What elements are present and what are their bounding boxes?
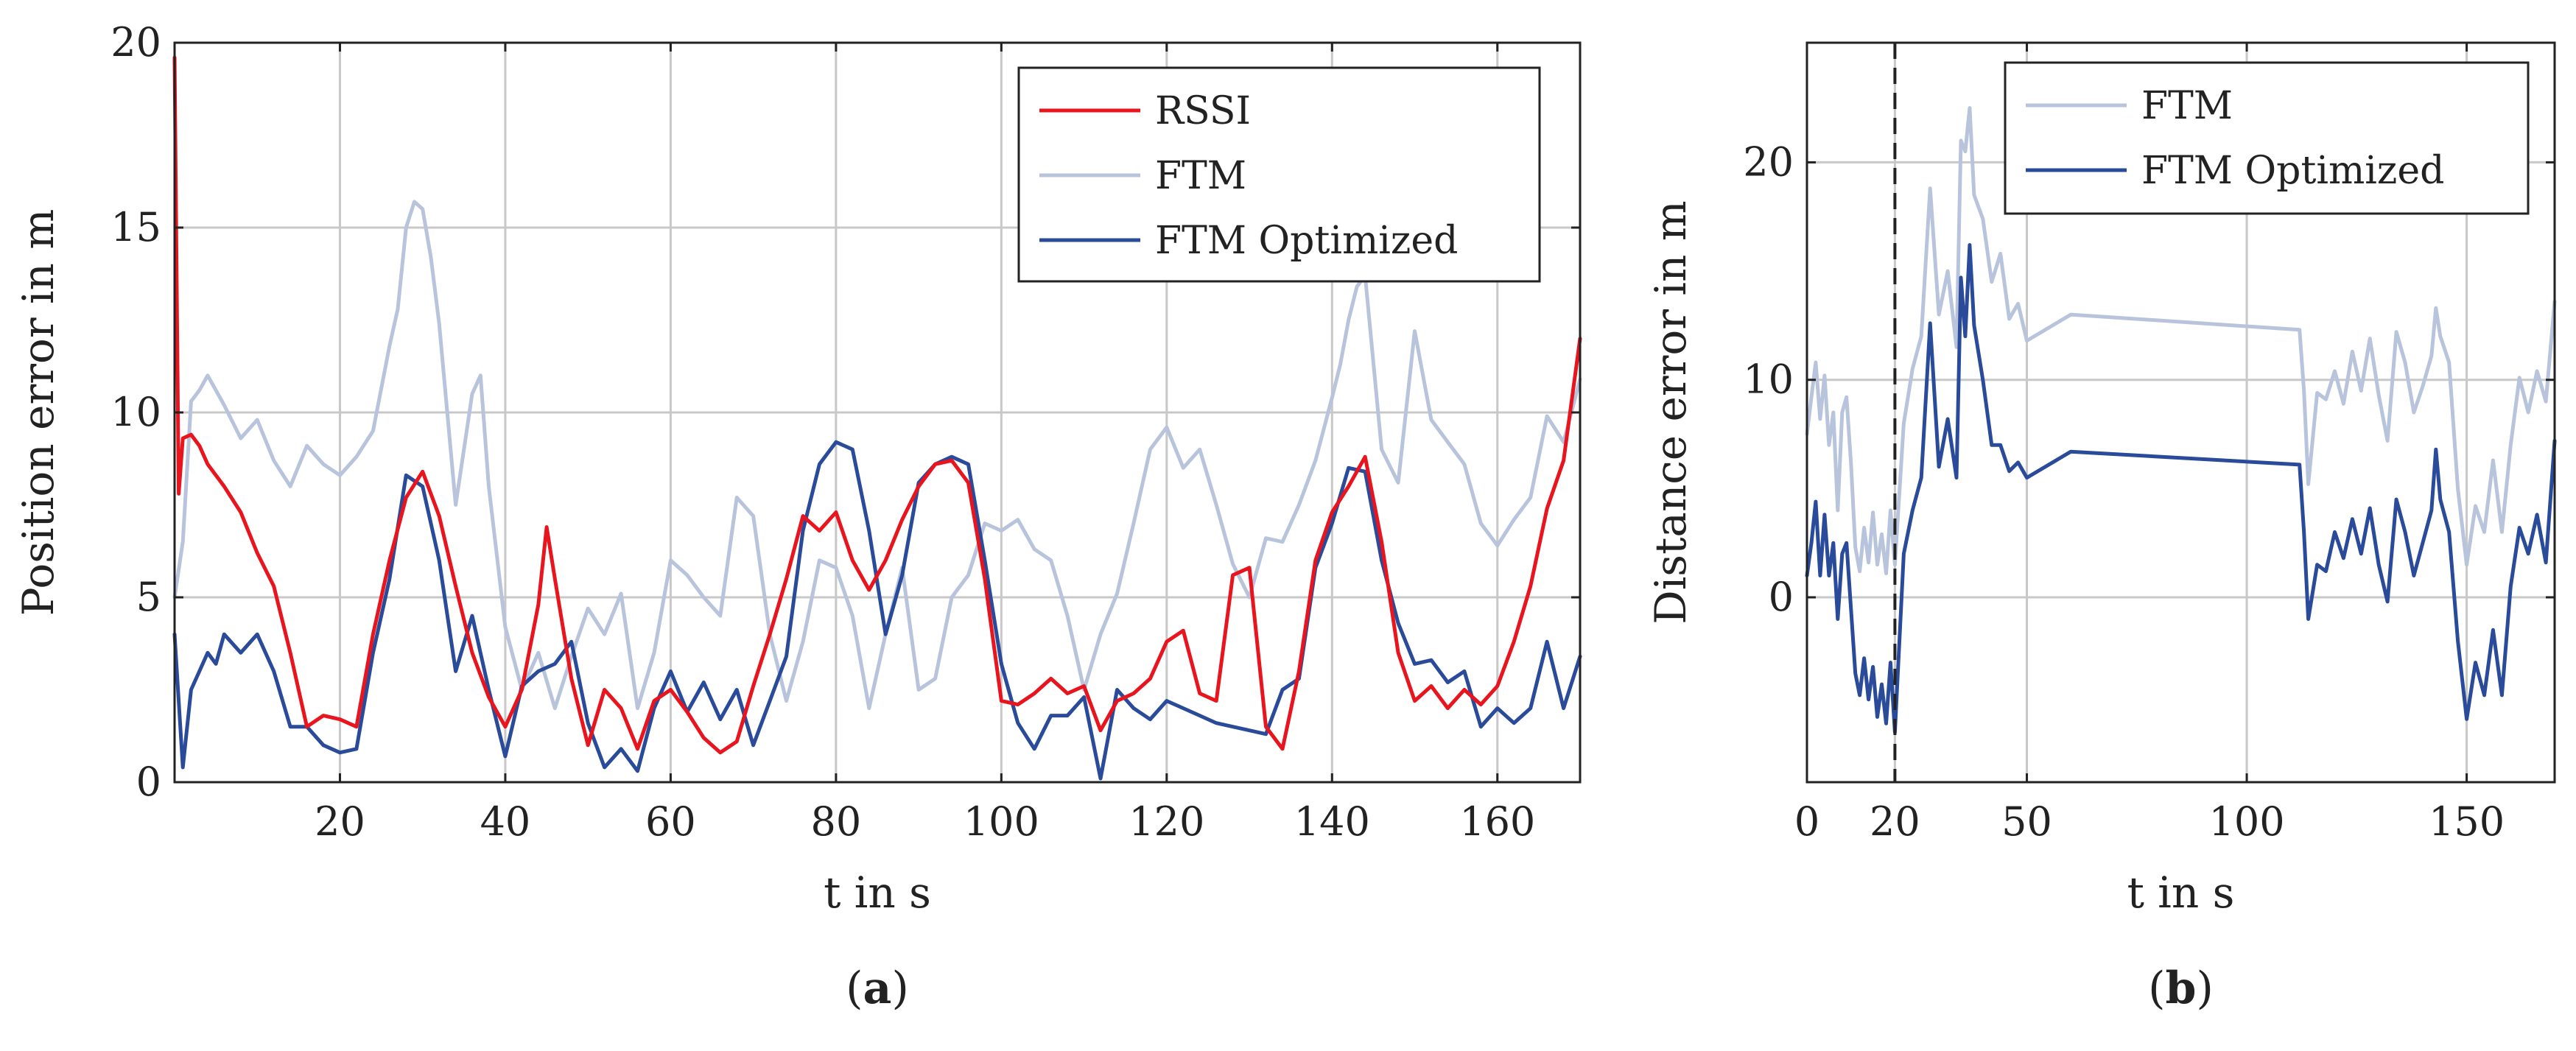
series-line-ftm-optimized <box>172 440 1582 781</box>
legend-a: RSSI FTM FTM Optimized <box>1017 66 1541 283</box>
x-tick-label-20: 20 <box>315 798 365 845</box>
x-tick-label-50: 50 <box>2001 798 2052 845</box>
legend-b: FTM FTM Optimized <box>2004 61 2530 215</box>
y-tick-label-5: 5 <box>136 574 161 620</box>
panel-label-a: (a) <box>846 963 909 1014</box>
legend-box <box>2004 61 2530 215</box>
y-tick-label-20: 20 <box>1743 138 1794 185</box>
x-axis-title-a: t in s <box>824 868 931 918</box>
x-tick-label-100: 100 <box>964 798 1039 845</box>
x-tick-label-60: 60 <box>645 798 696 845</box>
y-tick-label-10: 10 <box>110 389 161 435</box>
legend-label-ftm-optimized: FTM Optimized <box>2141 149 2444 193</box>
chart-panel-b: 0 10 20 0 20 50 100 150 t in s Distance error … <box>1646 41 2557 1014</box>
y-axis-title-b: Distance error in m <box>1646 200 1696 625</box>
axis-ticks-b <box>1805 43 2555 782</box>
legend-label-ftm: FTM <box>1155 154 1246 198</box>
series-line-ftm <box>172 200 1582 711</box>
x-tick-label-80: 80 <box>811 798 862 845</box>
chart-panel-a: 0 5 10 15 20 20 40 60 80 100 120 140 160 t in s Pos… <box>13 19 1582 1014</box>
x-tick-label-160: 160 <box>1459 798 1535 845</box>
legend-label-ftm-optimized: FTM Optimized <box>1155 219 1458 263</box>
plot-frame-b <box>1805 41 2556 784</box>
y-tick-label-0: 0 <box>1769 574 1794 620</box>
series-lines-a <box>172 55 1582 781</box>
series-line-ftm <box>1805 106 2557 575</box>
axis-ticks-a <box>175 41 1580 784</box>
legend-label-rssi: RSSI <box>1155 89 1251 133</box>
series-line-ftm-optimized <box>1805 243 2557 734</box>
series-line-rssi <box>172 55 1582 755</box>
x-tick-label-40: 40 <box>480 798 531 845</box>
y-axis-title-a: Position error in m <box>13 209 63 616</box>
y-tick-label-15: 15 <box>110 204 161 250</box>
legend-label-ftm: FTM <box>2141 84 2233 128</box>
x-tick-label-20: 20 <box>1870 798 1920 845</box>
x-axis-title-b: t in s <box>2127 868 2235 918</box>
y-tick-labels-b: 0 10 20 <box>1743 138 1794 620</box>
x-tick-label-100: 100 <box>2209 798 2285 845</box>
x-tick-labels-a: 20 40 60 80 100 120 140 160 <box>315 798 1535 845</box>
y-tick-label-10: 10 <box>1743 356 1794 403</box>
y-tick-labels-a: 0 5 10 15 20 <box>110 19 161 805</box>
panel-label-b-letter: b <box>2166 963 2197 1014</box>
x-tick-labels-b: 0 20 50 100 150 <box>1794 798 2505 845</box>
x-tick-label-140: 140 <box>1294 798 1370 845</box>
x-tick-label-120: 120 <box>1129 798 1204 845</box>
x-tick-label-150: 150 <box>2429 798 2505 845</box>
panel-label-a-letter: a <box>863 963 892 1014</box>
y-tick-label-20: 20 <box>110 19 161 66</box>
x-tick-label-0: 0 <box>1794 798 1819 845</box>
y-tick-label-0: 0 <box>136 759 161 805</box>
series-lines-b <box>1805 43 2557 782</box>
panel-label-b: (b) <box>2148 963 2214 1014</box>
